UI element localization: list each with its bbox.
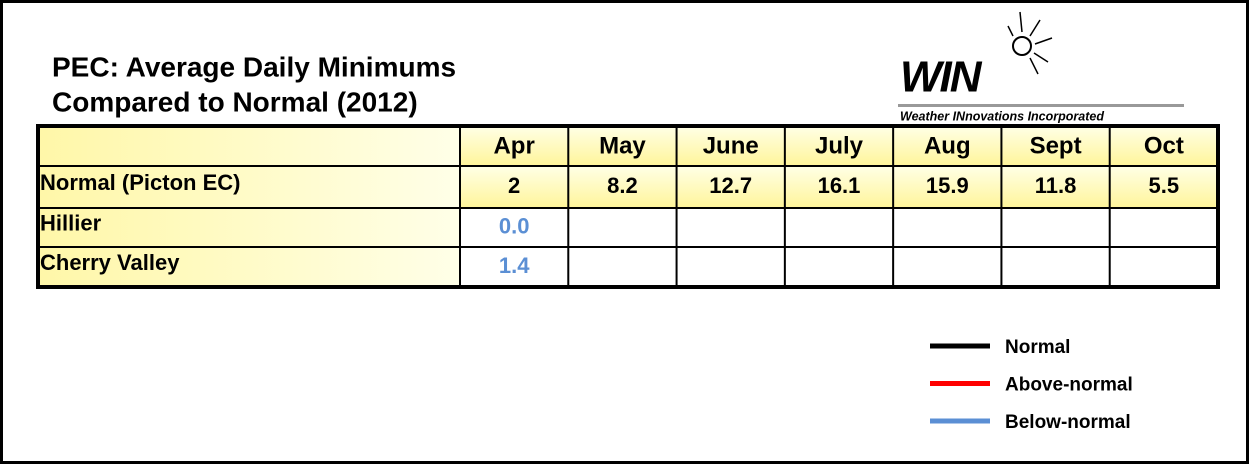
legend-label: Above-normal [1005, 375, 1133, 396]
value-cell [568, 247, 677, 287]
row-label-cell [38, 208, 460, 247]
column-header: Oct [1144, 132, 1184, 159]
value-cell [460, 247, 569, 287]
title-line: PEC: Average Daily Minimums [52, 51, 456, 82]
row-label: Cherry Valley [40, 250, 180, 275]
value: 5.5 [1149, 173, 1180, 198]
value-cell [460, 166, 569, 208]
value-cell [893, 166, 1002, 208]
logo-sun [1012, 36, 1032, 56]
value-cell [676, 247, 785, 287]
value: 12.7 [709, 173, 752, 198]
value-cell [568, 166, 677, 208]
value-cell [676, 208, 785, 247]
value: 11.8 [1035, 173, 1077, 198]
row-label: Normal (Picton EC) [40, 170, 240, 195]
value: 1.4 [499, 253, 530, 278]
header-cell [893, 126, 1002, 166]
value-cell [784, 247, 894, 287]
logo: WIN Weather INnovations Incorporated [898, 11, 1184, 123]
table: Apr May June July Aug Sept Oct Normal (Picton E… [36, 124, 1220, 289]
column-header: July [815, 132, 864, 159]
logo-mark: WIN [900, 53, 983, 102]
header-cell [460, 126, 569, 166]
value-cell [1109, 247, 1218, 287]
legend: Normal Above-normal Below-normal [930, 337, 1133, 433]
header-cell [1109, 126, 1218, 166]
column-header: June [703, 132, 759, 159]
value: 15.9 [926, 173, 969, 198]
value: 0.0 [499, 213, 530, 238]
header-cell [38, 126, 460, 166]
header-cell [784, 126, 894, 166]
value-cell [784, 166, 894, 208]
value-cell [568, 208, 677, 247]
row-label-cell [38, 166, 460, 208]
value-cell [1109, 166, 1218, 208]
column-header: Apr [493, 132, 534, 159]
row-label: Hillier [40, 210, 102, 235]
value-cell [1109, 208, 1218, 247]
value-cell [893, 247, 1002, 287]
column-header: Sept [1030, 132, 1082, 159]
column-header: May [599, 132, 646, 159]
value: 8.2 [607, 173, 638, 198]
title-line: Compared to Normal (2012) [52, 86, 418, 117]
value-cell [676, 166, 785, 208]
value-cell [1001, 166, 1110, 208]
row-label-cell [38, 247, 460, 287]
value-cell [460, 208, 569, 247]
logo-tagline: Weather INnovations Incorporated [900, 109, 1104, 123]
header-cell [568, 126, 677, 166]
header-cell [1001, 126, 1110, 166]
header-cell [676, 126, 785, 166]
column-header: Aug [924, 132, 971, 159]
legend-label: Below-normal [1005, 412, 1131, 433]
value-cell [1001, 208, 1110, 247]
value: 2 [508, 173, 520, 198]
value: 16.1 [818, 173, 861, 198]
logo-rays [1007, 11, 1053, 75]
value-cell [784, 208, 894, 247]
table-border [36, 124, 1220, 289]
value-cell [893, 208, 1002, 247]
logo-rule [898, 104, 1184, 107]
value-cell [1001, 247, 1110, 287]
legend-label: Normal [1005, 337, 1070, 358]
